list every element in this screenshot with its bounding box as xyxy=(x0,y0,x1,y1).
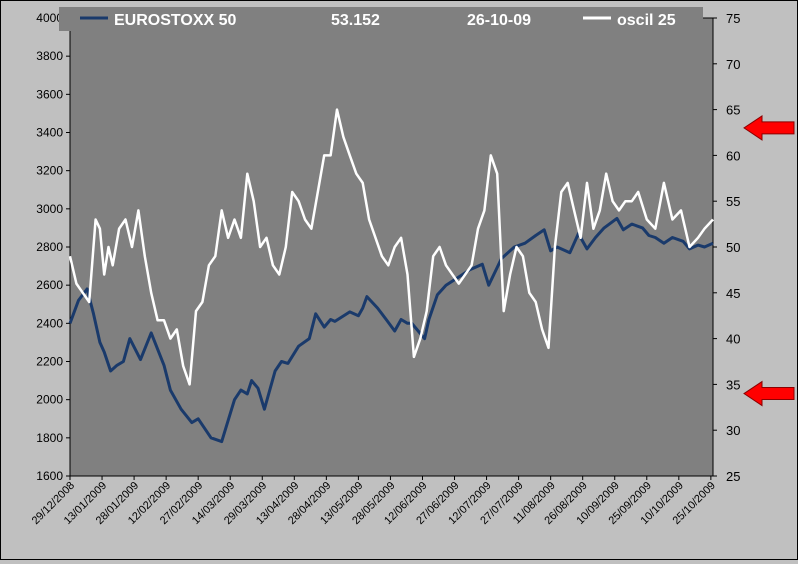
header-date: 26-10-09 xyxy=(467,12,531,29)
right-tick-label: 60 xyxy=(726,148,740,163)
eurostoxx-series-line xyxy=(68,216,714,444)
right-tick-label: 35 xyxy=(726,377,740,392)
left-tick-label: 3000 xyxy=(36,202,63,216)
left-tick-label: 1600 xyxy=(36,469,63,483)
plot-area xyxy=(69,17,714,477)
right-tick-label: 55 xyxy=(726,194,740,209)
right-tick-label: 70 xyxy=(726,57,740,72)
right-tick-label: 65 xyxy=(726,103,740,118)
left-tick-label: 1800 xyxy=(36,431,63,445)
left-tick-label: 3400 xyxy=(36,126,63,140)
legend-label-oscil: oscil 25 xyxy=(617,12,676,29)
left-tick-label: 3600 xyxy=(36,87,63,101)
right-axis: 25 30 35 40 45 50 55 60 65 70 75 xyxy=(713,11,740,484)
left-axis: 1600 1800 2000 2200 2400 2600 2800 3000 3200 3400… xyxy=(36,11,70,483)
header-value: 53.152 xyxy=(331,12,380,29)
right-tick-label: 30 xyxy=(726,423,740,438)
left-tick-label: 2400 xyxy=(36,316,63,330)
left-tick-label: 2800 xyxy=(36,240,63,254)
arrows xyxy=(743,114,795,407)
right-tick-label: 45 xyxy=(726,286,740,301)
right-tick-label: 75 xyxy=(726,11,740,26)
left-tick-label: 4000 xyxy=(36,11,63,25)
red-arrow-icon xyxy=(743,380,795,407)
oscil-series-line xyxy=(68,108,714,386)
right-tick-label: 25 xyxy=(726,469,740,484)
legend-label-eurostoxx: EUROSTOXX 50 xyxy=(114,12,237,29)
right-tick-label: 40 xyxy=(726,332,740,347)
series-layer xyxy=(68,108,714,444)
left-tick-label: 3800 xyxy=(36,49,63,63)
x-axis: 29/12/200813/01/200928/01/200912/02/2009… xyxy=(30,476,718,527)
red-arrow-icon xyxy=(743,114,795,141)
left-tick-label: 2600 xyxy=(36,278,63,292)
legend-header: EUROSTOXX 50 53.152 26-10-09 oscil 25 xyxy=(59,7,703,31)
left-tick-label: 3200 xyxy=(36,164,63,178)
left-tick-label: 2000 xyxy=(36,393,63,407)
right-tick-label: 50 xyxy=(726,240,740,255)
left-tick-label: 2200 xyxy=(36,355,63,369)
